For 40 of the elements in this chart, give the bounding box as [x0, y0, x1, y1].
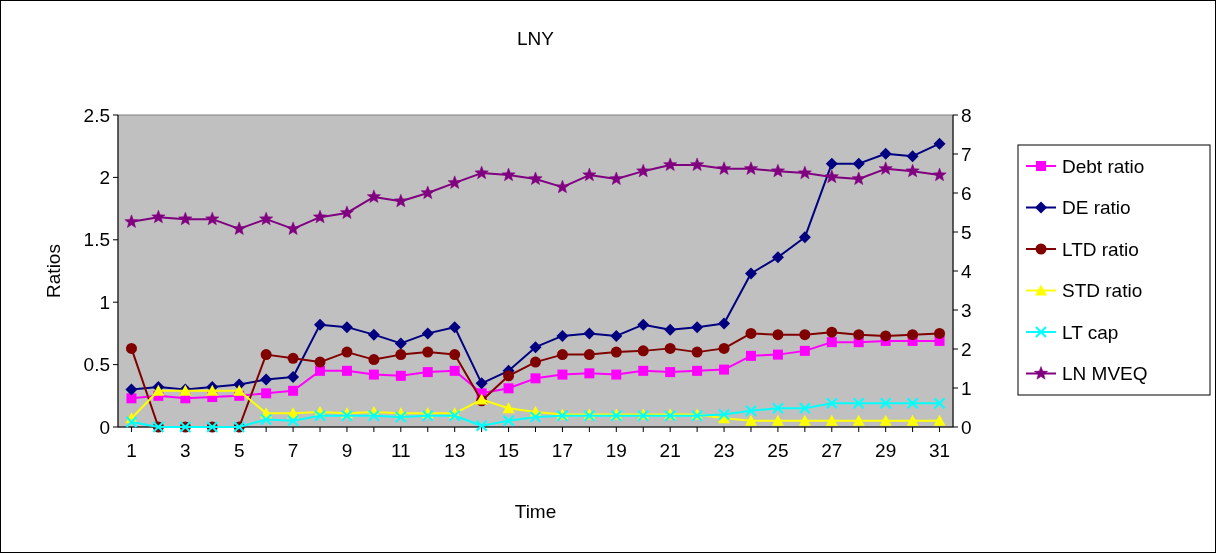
y-axis-title: Ratios [43, 244, 64, 298]
y2-tick-label: 3 [961, 299, 972, 321]
y2-tick-label: 7 [961, 143, 972, 165]
x-tick-label: 5 [233, 440, 245, 461]
legend-label: Debt ratio [1062, 155, 1145, 177]
legend-label: LTD ratio [1062, 238, 1139, 260]
y2-tick-label: 6 [961, 182, 972, 204]
y-tick-label: 0.5 [83, 354, 110, 376]
y-tick-label: 0 [99, 416, 110, 438]
y2-tick-label: 2 [961, 338, 972, 360]
x-tick-label: 21 [659, 440, 681, 461]
x-axis-title: Time [514, 501, 557, 522]
legend-label: LT cap [1062, 321, 1119, 343]
x-tick-label: 1 [126, 440, 137, 461]
x-tick-label: 31 [928, 440, 951, 461]
legend-label: STD ratio [1062, 280, 1143, 302]
x-tick-label: 27 [821, 440, 843, 461]
y-tick-label: 1 [99, 291, 110, 313]
x-tick-label: 29 [875, 440, 897, 461]
x-tick-label: 17 [551, 440, 574, 461]
x-tick-label: 15 [497, 440, 520, 461]
y2-tick-label: 1 [961, 377, 972, 399]
x-tick-label: 7 [287, 440, 299, 461]
x-tick-label: 13 [444, 440, 466, 461]
x-tick-label: 3 [180, 440, 191, 461]
y2-tick-label: 5 [961, 221, 972, 243]
x-tick-label: 25 [767, 440, 789, 461]
legend-label: LN MVEQ [1062, 363, 1148, 385]
y-tick-label: 1.5 [83, 229, 110, 251]
x-tick-label: 23 [713, 440, 735, 461]
chart-title: LNY [517, 28, 555, 49]
y2-tick-label: 8 [961, 104, 972, 126]
x-tick-label: 9 [341, 440, 353, 461]
x-tick-label: 19 [605, 440, 627, 461]
y2-tick-label: 0 [961, 416, 972, 438]
legend-label: DE ratio [1062, 197, 1131, 219]
y-tick-label: 2 [99, 167, 110, 189]
y-tick-label: 2.5 [83, 104, 110, 126]
x-tick-label: 11 [390, 440, 411, 461]
y2-tick-label: 4 [961, 260, 972, 282]
